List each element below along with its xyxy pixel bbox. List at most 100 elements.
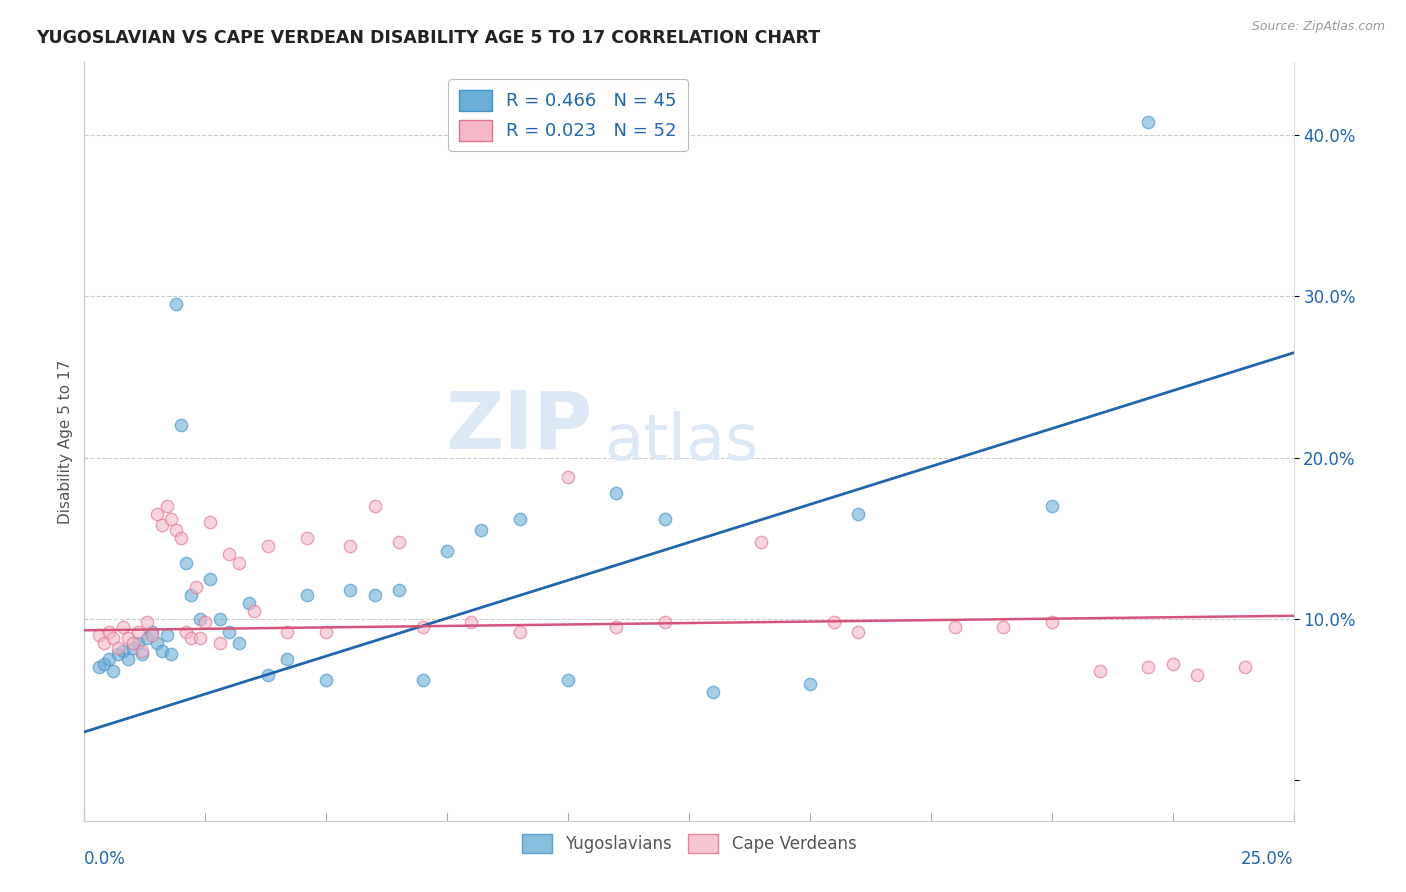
Point xyxy=(363,588,385,602)
Y-axis label: Disability Age 5 to 17: Disability Age 5 to 17 xyxy=(58,359,73,524)
Point xyxy=(198,572,221,586)
Point xyxy=(180,588,202,602)
Point xyxy=(339,582,361,597)
Point xyxy=(846,624,869,639)
Legend: Yugoslavians, Cape Verdeans: Yugoslavians, Cape Verdeans xyxy=(513,826,865,862)
Text: 0.0%: 0.0% xyxy=(84,850,127,868)
Point xyxy=(97,652,120,666)
Point xyxy=(87,628,110,642)
Point xyxy=(117,652,139,666)
Point xyxy=(180,632,202,646)
Point xyxy=(150,518,173,533)
Point xyxy=(150,644,173,658)
Point xyxy=(315,673,337,688)
Point xyxy=(208,612,231,626)
Point xyxy=(107,648,129,662)
Point xyxy=(509,512,531,526)
Point xyxy=(165,297,187,311)
Point xyxy=(170,532,193,546)
Point xyxy=(228,556,250,570)
Point xyxy=(141,628,163,642)
Point xyxy=(170,418,193,433)
Point xyxy=(509,624,531,639)
Point xyxy=(131,648,153,662)
Point xyxy=(1234,660,1257,674)
Point xyxy=(174,556,197,570)
Point xyxy=(257,540,280,554)
Point xyxy=(412,673,434,688)
Point xyxy=(112,620,135,634)
Point xyxy=(846,507,869,521)
Point xyxy=(993,620,1015,634)
Point xyxy=(1137,115,1160,129)
Point xyxy=(141,624,163,639)
Point xyxy=(460,615,482,630)
Point xyxy=(654,512,676,526)
Point xyxy=(605,486,627,500)
Point xyxy=(146,507,169,521)
Point xyxy=(388,534,411,549)
Point xyxy=(823,615,845,630)
Point xyxy=(97,624,120,639)
Point xyxy=(121,636,143,650)
Point xyxy=(295,588,318,602)
Point xyxy=(117,632,139,646)
Point xyxy=(218,624,240,639)
Point xyxy=(93,657,115,672)
Text: ZIP: ZIP xyxy=(444,387,592,466)
Point xyxy=(107,640,129,655)
Point xyxy=(208,636,231,650)
Point xyxy=(165,523,187,537)
Point xyxy=(136,615,159,630)
Point xyxy=(388,582,411,597)
Point xyxy=(136,632,159,646)
Point xyxy=(174,624,197,639)
Point xyxy=(363,499,385,513)
Point xyxy=(87,660,110,674)
Point xyxy=(127,624,149,639)
Point xyxy=(605,620,627,634)
Point xyxy=(112,644,135,658)
Point xyxy=(1088,664,1111,678)
Point xyxy=(557,470,579,484)
Point xyxy=(1137,660,1160,674)
Point xyxy=(276,624,298,639)
Point xyxy=(184,580,207,594)
Point xyxy=(198,515,221,529)
Point xyxy=(1161,657,1184,672)
Point xyxy=(160,648,183,662)
Text: 25.0%: 25.0% xyxy=(1241,850,1294,868)
Point xyxy=(146,636,169,650)
Point xyxy=(121,640,143,655)
Point xyxy=(557,673,579,688)
Point xyxy=(436,544,458,558)
Point xyxy=(103,632,125,646)
Point xyxy=(103,664,125,678)
Point xyxy=(242,604,264,618)
Point xyxy=(155,628,177,642)
Point xyxy=(470,523,492,537)
Point xyxy=(194,615,217,630)
Point xyxy=(654,615,676,630)
Text: atlas: atlas xyxy=(605,410,759,473)
Point xyxy=(276,652,298,666)
Point xyxy=(190,612,212,626)
Point xyxy=(238,596,260,610)
Point xyxy=(1040,499,1063,513)
Point xyxy=(315,624,337,639)
Point xyxy=(943,620,966,634)
Point xyxy=(131,644,153,658)
Text: YUGOSLAVIAN VS CAPE VERDEAN DISABILITY AGE 5 TO 17 CORRELATION CHART: YUGOSLAVIAN VS CAPE VERDEAN DISABILITY A… xyxy=(37,29,820,47)
Point xyxy=(702,684,724,698)
Point xyxy=(228,636,250,650)
Point xyxy=(339,540,361,554)
Point xyxy=(1185,668,1208,682)
Point xyxy=(295,532,318,546)
Point xyxy=(127,636,149,650)
Point xyxy=(190,632,212,646)
Point xyxy=(218,548,240,562)
Point xyxy=(1040,615,1063,630)
Text: Source: ZipAtlas.com: Source: ZipAtlas.com xyxy=(1251,20,1385,33)
Point xyxy=(257,668,280,682)
Point xyxy=(799,676,821,690)
